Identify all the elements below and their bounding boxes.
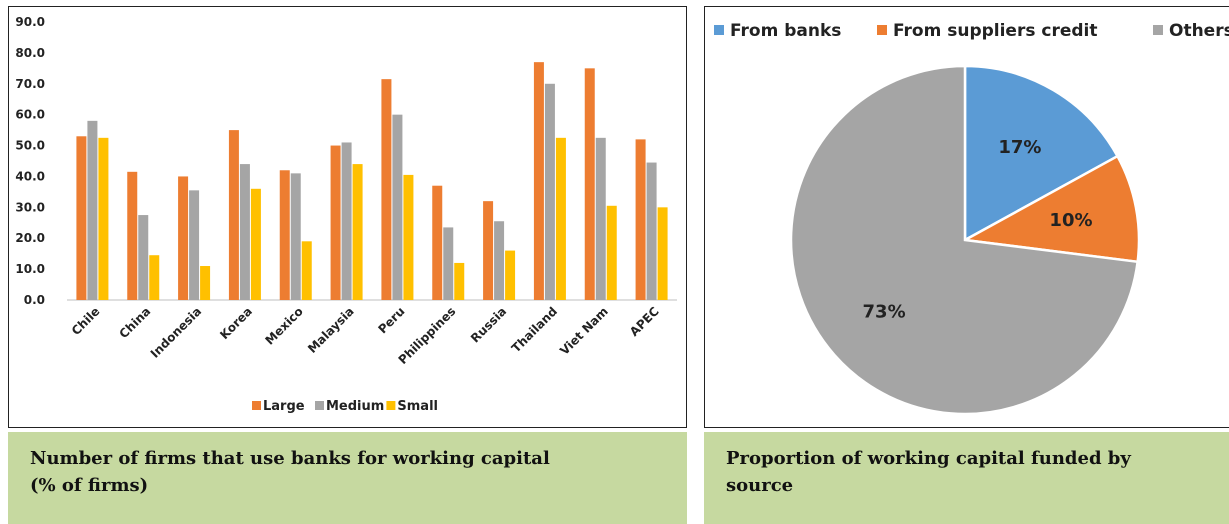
x-tick-label: Malaysia	[305, 304, 357, 356]
y-tick-label: 60.0	[15, 108, 45, 122]
y-tick-label: 10.0	[15, 262, 45, 276]
bar-large-korea	[228, 130, 239, 300]
bar-chart: 0.0 10.0 20.0 30.0 40.0 50.0 60.0 70.0 80.0 90.0 C…	[15, 15, 677, 414]
pie-caption-line-1: Proportion of working capital funded by	[726, 448, 1131, 469]
y-tick-label: 90.0	[15, 15, 45, 29]
bar-small-malaysia	[352, 164, 363, 300]
bar-large-china	[127, 171, 138, 300]
bar-caption-line-1: Number of firms that use banks for worki…	[30, 448, 550, 469]
bar-medium-viet-nam	[595, 137, 606, 300]
bar-small-peru	[403, 174, 414, 300]
x-tick-label: Thailand	[509, 304, 560, 355]
bar-large-thailand	[533, 62, 544, 301]
legend-label-others: Others	[1169, 21, 1229, 41]
y-tick-label: 30.0	[15, 200, 45, 214]
legend-label-from-banks: From banks	[730, 21, 841, 41]
legend-swatch-small	[386, 401, 396, 410]
legend-swatch-from-banks	[714, 25, 724, 35]
legend-swatch-others	[1153, 25, 1163, 35]
bar-medium-peru	[392, 114, 403, 301]
bar-medium-korea	[239, 164, 250, 300]
y-tick-label: 50.0	[15, 139, 45, 153]
bar-small-philippines	[454, 262, 465, 300]
bar-small-thailand	[555, 137, 566, 300]
bar-small-russia	[505, 250, 516, 300]
bar-large-philippines	[432, 185, 443, 300]
x-tick-label: Viet Nam	[557, 304, 611, 358]
pie-chart: 17% 10% 73% From banks From suppliers credit…	[714, 21, 1229, 416]
bar-large-chile	[76, 136, 87, 300]
bar-small-apec	[657, 207, 668, 300]
pie-slice-others	[789, 64, 1140, 416]
y-tick-label: 20.0	[15, 231, 45, 245]
bar-small-chile	[98, 137, 109, 300]
bar-large-peru	[381, 79, 392, 301]
x-tick-label: Russia	[468, 304, 509, 345]
pie-data-label-from-banks: 17%	[998, 137, 1041, 158]
y-tick-label: 0.0	[24, 293, 45, 307]
legend-label-from-suppliers-credit: From suppliers credit	[893, 21, 1098, 41]
bar-small-mexico	[301, 241, 312, 300]
legend-swatch-from-suppliers-credit	[877, 25, 887, 35]
bar-medium-thailand	[544, 83, 555, 301]
pie-data-label-from-suppliers-credit: 10%	[1049, 210, 1092, 231]
x-tick-label: Peru	[375, 304, 407, 336]
pie-chart-caption: Proportion of working capital funded by …	[704, 432, 1229, 524]
bar-medium-chile	[87, 120, 98, 300]
bar-large-viet-nam	[584, 68, 595, 300]
x-tick-label: China	[117, 304, 154, 341]
legend-label-small: Small	[397, 399, 438, 414]
bar-medium-malaysia	[341, 142, 352, 300]
legend-swatch-medium	[315, 401, 324, 410]
pie-caption-line-2: source	[726, 475, 794, 496]
bar-medium-china	[138, 215, 149, 300]
y-tick-label: 80.0	[15, 46, 45, 60]
bar-chart-panel: 0.0 10.0 20.0 30.0 40.0 50.0 60.0 70.0 80.0 90.0 C…	[8, 6, 687, 428]
pie-chart-panel: 17% 10% 73% From banks From suppliers credit…	[704, 6, 1229, 428]
bar-medium-indonesia	[189, 190, 200, 300]
x-tick-label: Mexico	[263, 304, 306, 347]
bar-medium-russia	[494, 221, 505, 300]
bar-chart-caption: Number of firms that use banks for worki…	[8, 432, 687, 524]
pie-slice-from-banks	[963, 64, 1120, 243]
pie-data-label-others: 73%	[863, 301, 906, 322]
y-tick-label: 70.0	[15, 77, 45, 91]
bar-large-apec	[635, 139, 646, 300]
y-tick-label: 40.0	[15, 169, 45, 183]
x-tick-label: Korea	[217, 304, 255, 342]
bar-medium-mexico	[290, 173, 301, 300]
legend-label-large: Large	[263, 399, 305, 414]
bar-large-malaysia	[330, 145, 341, 300]
legend-swatch-large	[252, 401, 261, 410]
bar-small-korea	[250, 188, 261, 300]
x-tick-label: Indonesia	[148, 304, 204, 360]
bar-medium-apec	[646, 162, 657, 300]
x-tick-label: APEC	[627, 304, 662, 339]
bar-medium-philippines	[443, 227, 454, 300]
bar-caption-line-2: (% of firms)	[30, 475, 149, 496]
bar-small-viet-nam	[606, 205, 617, 300]
bar-large-mexico	[279, 170, 290, 300]
x-tick-label: Chile	[69, 304, 103, 338]
bar-large-indonesia	[178, 176, 189, 300]
bar-small-china	[149, 255, 160, 300]
pie-slice-from-suppliers-credit	[961, 154, 1141, 264]
bar-large-russia	[483, 201, 494, 300]
bar-small-indonesia	[200, 266, 211, 300]
legend-label-medium: Medium	[326, 399, 384, 414]
